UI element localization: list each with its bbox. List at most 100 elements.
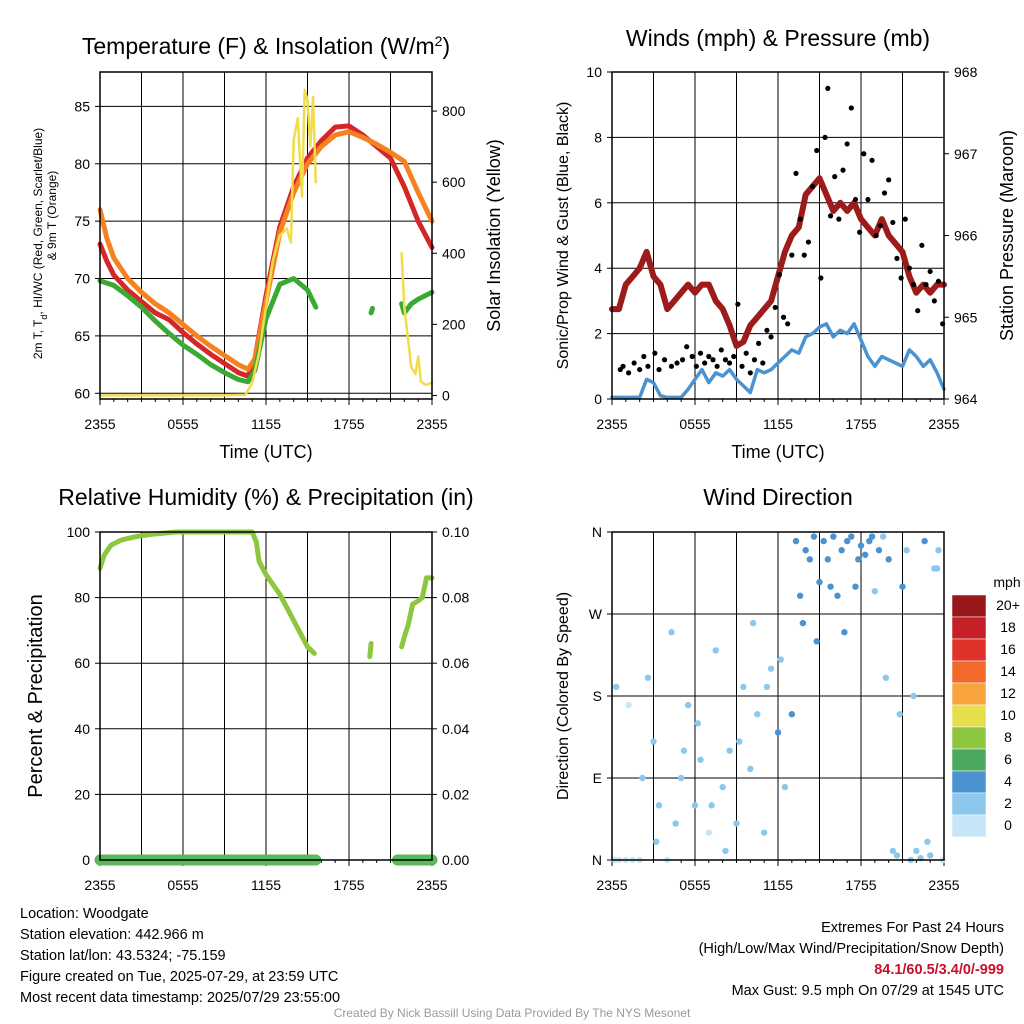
plot-border: [99, 71, 433, 400]
gust-point: [927, 268, 933, 275]
direction-point: [677, 774, 685, 782]
y-tick-label: 40: [74, 721, 90, 737]
gust-point: [679, 357, 686, 363]
y-axis-label: 2m T, Td, HI/WC (Red, Green, Scarlet/Blu…: [31, 128, 49, 359]
plot-border: [99, 531, 433, 861]
y2-tick-label: 0.10: [442, 524, 469, 540]
x-tick-label: 1155: [763, 877, 793, 893]
series-td: [97, 276, 319, 385]
gust-point: [631, 360, 637, 366]
y2-tick-label: 967: [954, 146, 978, 162]
gust-point: [836, 216, 842, 222]
y-tick-label: 100: [67, 524, 91, 540]
direction-point: [788, 711, 796, 718]
gust-point: [877, 223, 883, 229]
gust-point: [805, 239, 812, 245]
chart-title-sup: 2: [435, 33, 443, 49]
colorbar-title: mph: [993, 574, 1020, 590]
gust-point: [702, 360, 708, 366]
direction-point: [852, 583, 859, 590]
credit-text: Created By Nick Bassill Using Data Provi…: [333, 1006, 691, 1020]
x-tick-label: 2355: [596, 877, 627, 893]
gust-point: [919, 242, 925, 248]
y-tick-label: 80: [74, 156, 90, 172]
direction-point: [668, 629, 675, 636]
direction-point: [796, 592, 804, 599]
direction-point: [834, 592, 841, 599]
direction-point: [879, 533, 887, 540]
y2-tick-label: 0.08: [442, 590, 469, 606]
y-tick-label: 6: [594, 195, 602, 211]
series-rh-late: [367, 641, 374, 660]
y2-tick-label: 0.04: [442, 721, 469, 737]
y-tick-label: S: [593, 688, 602, 704]
direction-point: [871, 588, 879, 595]
x-tick-label: 1155: [763, 416, 793, 432]
gust-point: [865, 196, 871, 203]
gust-point: [894, 255, 900, 261]
direction-point: [843, 537, 851, 545]
direction-point: [754, 711, 761, 718]
gust-point: [915, 308, 921, 314]
y2-tick-label: 200: [442, 316, 466, 332]
colorbar-swatch: [951, 770, 987, 794]
y2-tick-label: 0: [442, 387, 450, 403]
gust-point: [814, 147, 820, 154]
direction-point: [885, 556, 892, 563]
colorbar-swatch: [951, 616, 987, 640]
y-tick-label: 4: [594, 260, 602, 276]
gust-point: [923, 281, 929, 288]
gust-point: [935, 278, 942, 284]
direction-point: [896, 711, 903, 718]
direction-point: [913, 847, 920, 855]
direction-point: [650, 738, 657, 745]
direction-point: [680, 747, 688, 754]
direction-point: [767, 665, 775, 672]
gust-point: [722, 357, 729, 363]
max-gust-text: Max Gust: 9.5 mph On 07/29 at 1545 UTC: [731, 983, 1004, 999]
colorbar-swatch: [951, 682, 987, 706]
gust-point: [684, 344, 690, 350]
gust-point: [857, 229, 863, 235]
direction-point: [889, 847, 897, 855]
gust-point: [656, 366, 662, 373]
direction-point: [799, 619, 807, 627]
direction-point: [684, 701, 692, 709]
extremes-subtitle: (High/Low/Max Wind/Precipitation/Snow De…: [698, 941, 1004, 957]
y-tick-label: N: [592, 524, 602, 540]
colorbar-label: 6: [1004, 751, 1012, 767]
y2-tick-label: 400: [442, 245, 466, 261]
gust-point: [873, 232, 879, 239]
direction-point: [899, 583, 906, 590]
colorbar-swatch: [951, 792, 987, 816]
direction-point: [612, 683, 620, 691]
x-tick-label: 1755: [333, 416, 364, 432]
y-tick-label: 60: [74, 385, 90, 401]
x-axis-label: Time (UTC): [731, 442, 824, 462]
direction-point: [708, 802, 715, 809]
direction-point: [875, 547, 883, 554]
gust-point: [714, 363, 720, 369]
gust-point: [825, 85, 831, 91]
direction-point: [824, 556, 831, 563]
gust-point: [809, 183, 816, 190]
gust-point: [898, 275, 904, 281]
colorbar-label: 0: [1004, 817, 1012, 833]
y-tick-label: 8: [594, 129, 602, 145]
gust-point: [931, 298, 937, 304]
direction-point: [935, 547, 942, 554]
y-tick-label: W: [589, 606, 603, 622]
y-tick-label: 20: [74, 786, 90, 802]
colorbar-swatch: [951, 726, 987, 750]
direction-point: [740, 683, 747, 691]
series-insolation: [98, 88, 318, 397]
gust-point: [801, 252, 807, 258]
direction-point: [719, 783, 726, 791]
gust-point: [731, 353, 737, 360]
gust-point: [822, 134, 828, 140]
y2-axis-label: Station Pressure (Maroon): [997, 130, 1017, 341]
gust-point: [626, 370, 632, 376]
colorbar-label: 16: [1000, 641, 1016, 657]
colorbar-label: 2: [1004, 795, 1012, 811]
gust-point: [902, 216, 908, 222]
